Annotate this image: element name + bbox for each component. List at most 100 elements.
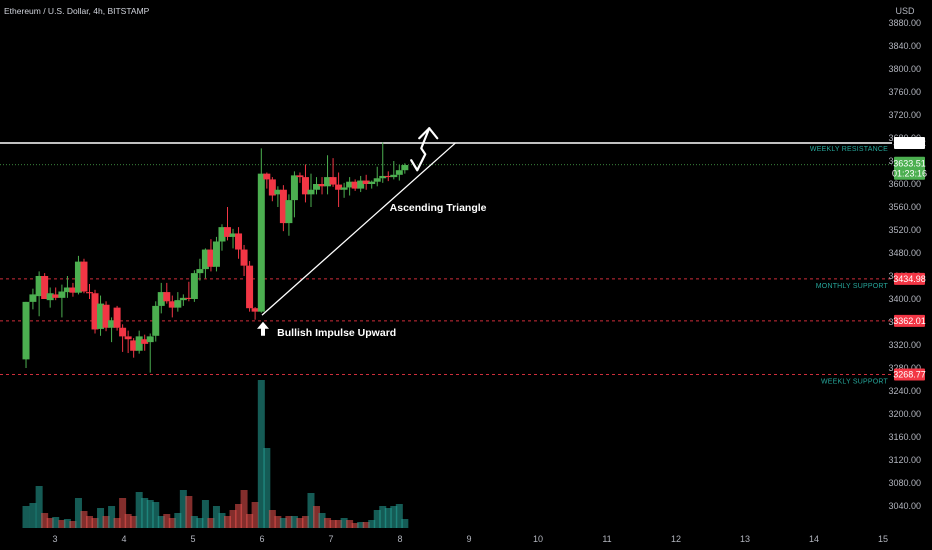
volume-bar bbox=[86, 516, 93, 528]
candle-body[interactable] bbox=[346, 181, 354, 188]
candle-body[interactable] bbox=[274, 189, 282, 195]
volume-bar bbox=[246, 514, 254, 528]
candle-body[interactable] bbox=[229, 233, 237, 237]
candle-body[interactable] bbox=[335, 184, 343, 190]
candle-body[interactable] bbox=[35, 276, 43, 297]
candle-body[interactable] bbox=[157, 292, 165, 306]
candle-body[interactable] bbox=[218, 227, 226, 242]
candle-body[interactable] bbox=[373, 178, 381, 182]
candle-body[interactable] bbox=[146, 336, 154, 343]
candle-body[interactable] bbox=[113, 307, 121, 328]
candle-body[interactable] bbox=[190, 273, 198, 299]
candle-body[interactable] bbox=[362, 180, 370, 184]
candle-body[interactable] bbox=[301, 177, 309, 195]
volume-bar bbox=[279, 518, 287, 528]
candle-body[interactable] bbox=[357, 180, 365, 189]
candle-body[interactable] bbox=[296, 175, 304, 178]
candle-body[interactable] bbox=[279, 189, 287, 224]
candle-body[interactable] bbox=[97, 303, 105, 329]
candle-body[interactable] bbox=[52, 294, 60, 298]
candle-body[interactable] bbox=[102, 304, 110, 328]
volume-bar bbox=[179, 490, 187, 528]
currency-label: USD bbox=[895, 6, 915, 16]
candle-body[interactable] bbox=[390, 174, 398, 178]
level-label: WEEKLY SUPPORT bbox=[821, 378, 889, 385]
candle-body[interactable] bbox=[251, 308, 259, 312]
candle-body[interactable] bbox=[368, 181, 376, 184]
candle-body[interactable] bbox=[351, 181, 359, 189]
volume-bar bbox=[384, 508, 392, 528]
candle-body[interactable] bbox=[313, 184, 321, 190]
volume-bar bbox=[141, 498, 149, 528]
candle-body[interactable] bbox=[41, 276, 49, 299]
volume-bar bbox=[235, 504, 243, 528]
volume-bar bbox=[313, 506, 321, 528]
candle-body[interactable] bbox=[201, 249, 209, 270]
candle-body[interactable] bbox=[285, 200, 293, 224]
candle-body[interactable] bbox=[401, 165, 409, 171]
candle-body[interactable] bbox=[395, 170, 403, 175]
candle-body[interactable] bbox=[80, 261, 88, 292]
time-tick-label: 10 bbox=[533, 534, 543, 544]
candle-body[interactable] bbox=[168, 301, 176, 308]
candle-body[interactable] bbox=[69, 287, 77, 293]
candle-body[interactable] bbox=[74, 261, 82, 293]
candle-body[interactable] bbox=[91, 293, 99, 330]
volume-bar bbox=[135, 492, 143, 528]
candle-body[interactable] bbox=[174, 300, 182, 308]
time-axis: 3 4 5 6 7 8 9 10 11 12 13 14 15 bbox=[52, 534, 888, 544]
level-lines: WEEKLY RESISTANCE MONTHLY SUPPORT WEEKLY S… bbox=[0, 142, 892, 385]
candle-body[interactable] bbox=[240, 249, 248, 266]
candle-body[interactable] bbox=[224, 227, 231, 237]
candle-body[interactable] bbox=[263, 173, 271, 180]
price-tick-label: 3600.00 bbox=[888, 179, 921, 189]
candle-body[interactable] bbox=[141, 339, 149, 344]
candle-body[interactable] bbox=[108, 320, 116, 328]
candle-body[interactable] bbox=[340, 187, 348, 190]
candle-body[interactable] bbox=[257, 173, 265, 312]
volume-bar bbox=[224, 516, 231, 528]
candle-body[interactable] bbox=[130, 340, 138, 351]
candle-body[interactable] bbox=[196, 269, 204, 274]
candle-body[interactable] bbox=[207, 249, 215, 267]
candle-body[interactable] bbox=[163, 292, 171, 302]
candle-body[interactable] bbox=[212, 241, 220, 267]
candle-body[interactable] bbox=[290, 175, 298, 201]
candle-body[interactable] bbox=[124, 336, 132, 340]
price-tick-label: 3840.00 bbox=[888, 41, 921, 51]
candle-body[interactable] bbox=[29, 294, 37, 302]
price-tick-label: 3040.00 bbox=[888, 501, 921, 511]
candle-body[interactable] bbox=[329, 177, 337, 185]
volume-bar bbox=[340, 518, 348, 528]
volume-bar bbox=[124, 514, 132, 528]
candle-body[interactable] bbox=[22, 301, 30, 360]
candle-body[interactable] bbox=[185, 297, 193, 299]
candle-body[interactable] bbox=[268, 179, 276, 196]
volume-bar bbox=[285, 516, 293, 528]
candle-body[interactable] bbox=[63, 287, 71, 293]
candle-body[interactable] bbox=[46, 293, 54, 301]
candle-body[interactable] bbox=[119, 327, 127, 337]
candle-body[interactable] bbox=[135, 336, 143, 351]
trendline[interactable] bbox=[261, 142, 456, 316]
volume-bar bbox=[207, 518, 215, 528]
candle-body[interactable] bbox=[86, 292, 93, 294]
candle-body[interactable] bbox=[307, 189, 315, 195]
candle-body[interactable] bbox=[179, 297, 187, 301]
price-tick-label: 3160.00 bbox=[888, 432, 921, 442]
candle-body[interactable] bbox=[246, 265, 254, 309]
candle-body[interactable] bbox=[152, 305, 160, 336]
candle-body[interactable] bbox=[318, 184, 326, 187]
volume-bar bbox=[157, 516, 165, 528]
candle-body[interactable] bbox=[58, 291, 66, 298]
volume-bar bbox=[346, 520, 354, 528]
candle-body[interactable] bbox=[384, 175, 392, 178]
candle-body[interactable] bbox=[235, 233, 243, 250]
volume-bar bbox=[379, 506, 387, 528]
candle-body[interactable] bbox=[379, 175, 387, 179]
volume-bar bbox=[307, 493, 315, 528]
time-tick-label: 3 bbox=[52, 534, 57, 544]
candle-body[interactable] bbox=[324, 177, 332, 187]
price-tick-label: 3200.00 bbox=[888, 409, 921, 419]
